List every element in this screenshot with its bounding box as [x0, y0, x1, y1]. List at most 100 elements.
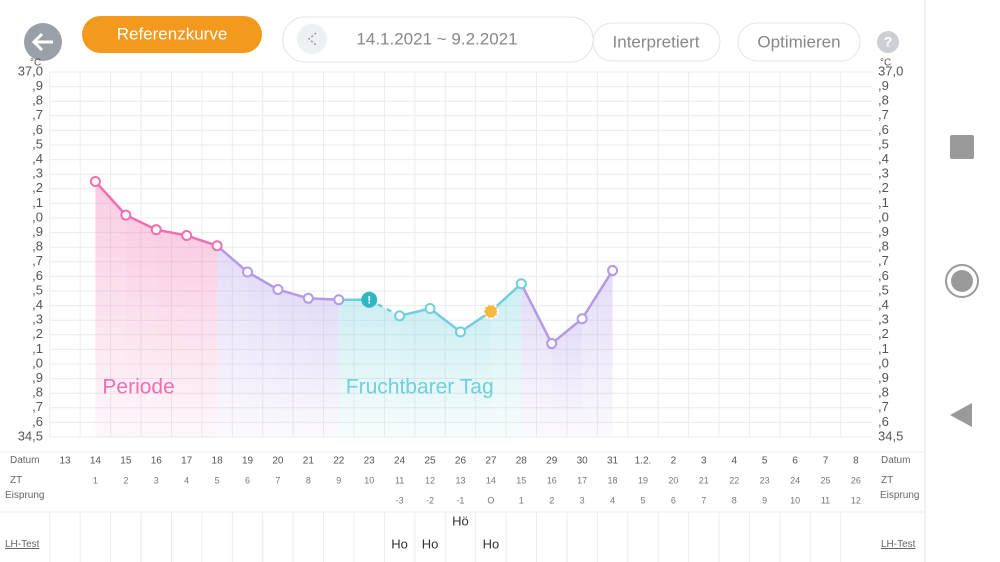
date-label: 25	[424, 456, 436, 467]
cycle-day: 4	[184, 475, 189, 485]
unit-left: °C	[30, 58, 41, 69]
ovulation-day: -1	[456, 495, 464, 505]
y-tick-label: ,9	[32, 224, 43, 239]
ovulation-day: 8	[732, 495, 737, 505]
date-label: 24	[394, 456, 406, 467]
y-tick-label: 34,5	[18, 428, 43, 443]
y-tick-label-right: ,1	[878, 341, 889, 356]
date-icon	[297, 24, 327, 54]
y-tick-label: 37,0	[18, 63, 43, 78]
y-tick-label: ,6	[32, 122, 43, 137]
date-label: 21	[303, 456, 315, 467]
date-label: 8	[853, 456, 859, 467]
date-label: 17	[181, 456, 193, 467]
y-tick-label-right: ,4	[878, 151, 889, 166]
date-label: 7	[823, 456, 829, 467]
date-label: 16	[151, 456, 163, 467]
date-range: 14.1.2021 ~ 9.2.2021	[356, 29, 517, 48]
alert-marker	[361, 291, 378, 308]
y-tick-label-right: ,6	[878, 122, 889, 137]
cycle-day: 5	[215, 475, 220, 485]
cycle-day: 18	[608, 475, 618, 485]
ovulation-marker	[482, 303, 499, 320]
point	[302, 292, 314, 304]
date-label: 2	[671, 456, 677, 467]
area-segment	[582, 270, 613, 437]
reference-label: Referenzkurve	[117, 24, 228, 43]
ovulation-day: O	[487, 495, 494, 505]
help-button[interactable]	[877, 31, 899, 53]
y-tick-label-right: ,0	[878, 209, 889, 224]
area-segment	[95, 181, 126, 437]
cycle-day: 1	[93, 475, 98, 485]
y-tick-label: ,8	[32, 385, 43, 400]
home-button[interactable]	[945, 264, 979, 298]
y-tick-label: ,3	[32, 312, 43, 327]
point	[242, 266, 254, 278]
y-tick-label: ,6	[32, 268, 43, 283]
y-tick-label-right: ,8	[878, 385, 889, 400]
date-label: 23	[364, 456, 376, 467]
y-tick-label: ,7	[32, 253, 43, 268]
date-label: 3	[701, 456, 707, 467]
area-segment	[490, 283, 522, 437]
cycle-day: 26	[851, 475, 861, 485]
ovulation-day: 9	[762, 495, 767, 505]
point	[424, 303, 436, 315]
y-tick-label-right: ,8	[878, 239, 889, 254]
cycle-day: 3	[154, 475, 159, 485]
back-nav-button[interactable]	[950, 403, 972, 427]
date-label: 26	[455, 456, 467, 467]
cycle-day: 2	[123, 475, 128, 485]
area-segment	[369, 299, 400, 437]
cycle-day: 19	[638, 475, 648, 485]
line-segment	[550, 317, 583, 345]
cycle-day: 8	[306, 475, 311, 485]
interpreted-label: Interpretiert	[613, 32, 700, 51]
date-label: 13	[59, 456, 71, 467]
area-segment	[551, 318, 583, 437]
recents-button[interactable]	[950, 135, 974, 159]
line-segment	[246, 270, 279, 291]
y-tick-label: ,7	[32, 399, 43, 414]
point	[576, 313, 588, 325]
y-tick-label-right: ,2	[878, 326, 889, 341]
y-tick-label: ,5	[32, 282, 43, 297]
date-label: 30	[577, 456, 589, 467]
cycle-day: 24	[790, 475, 800, 485]
line-segment	[125, 213, 157, 231]
ovulation-day: 5	[640, 495, 645, 505]
cycle-day: 12	[425, 475, 435, 485]
help-label: ?	[884, 34, 893, 50]
y-tick-label: ,7	[32, 107, 43, 122]
lh-test: Ho	[483, 536, 500, 551]
y-tick-label-right: ,7	[878, 253, 889, 268]
row-label-right: LH-Test	[881, 539, 916, 550]
cycle-day: 23	[760, 475, 770, 485]
area-segment	[277, 289, 309, 437]
row-label-right: Datum	[881, 455, 911, 466]
date-label: 22	[333, 456, 345, 467]
y-tick-label-right: ,3	[878, 166, 889, 181]
date-label: 1.2.	[635, 456, 652, 467]
y-tick-label-right: ,6	[878, 268, 889, 283]
ovulation-day: 6	[671, 495, 676, 505]
cycle-day: 10	[364, 475, 374, 485]
cycle-day: 21	[699, 475, 709, 485]
cycle-day: 20	[668, 475, 678, 485]
point	[181, 230, 193, 242]
optimize-button[interactable]	[737, 22, 861, 62]
row-label: Datum	[10, 455, 40, 466]
y-tick-label-right: ,6	[878, 414, 889, 429]
point	[120, 209, 132, 221]
y-tick-label: ,8	[32, 93, 43, 108]
ovulation-day: 2	[549, 495, 554, 505]
ovulation-day: 7	[701, 495, 706, 505]
point	[454, 326, 466, 338]
reference-button[interactable]	[82, 16, 262, 53]
area-segment	[460, 311, 491, 437]
area-segment	[521, 283, 552, 437]
y-tick-label-right: ,0	[878, 355, 889, 370]
interpreted-button[interactable]	[592, 22, 721, 62]
y-tick-label-right: ,3	[878, 312, 889, 327]
